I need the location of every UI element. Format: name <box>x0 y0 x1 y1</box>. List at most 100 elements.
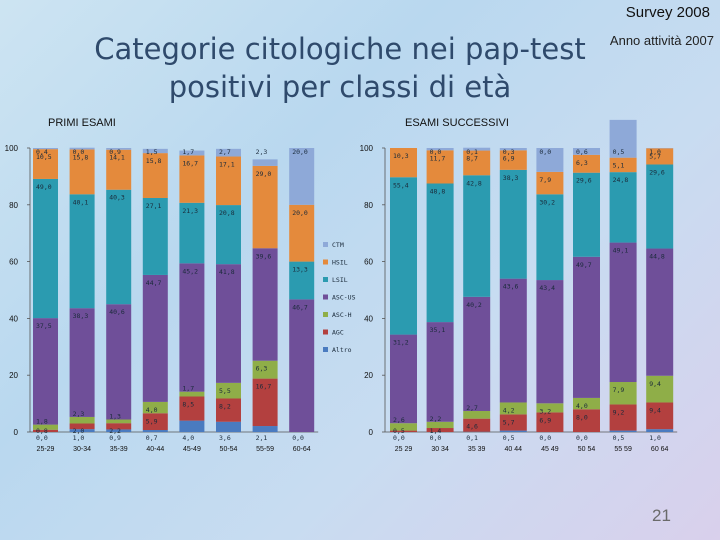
x-tick-label: 35-39 <box>110 446 128 453</box>
data-label: 0,1 <box>466 434 478 442</box>
data-label: 49,1 <box>613 247 629 255</box>
legend-label-asc-us: ASC-US <box>332 294 356 302</box>
data-label: 16,7 <box>182 159 198 167</box>
data-label: 5,7 <box>649 152 661 160</box>
data-label: 30,2 <box>539 198 555 206</box>
data-label: 11,7 <box>430 154 446 162</box>
data-label: 29,6 <box>576 177 592 185</box>
bar-segment-lsil <box>179 202 205 264</box>
data-label: 2,3 <box>256 148 268 156</box>
data-label: 46,7 <box>292 303 308 311</box>
bar-segment-ctm <box>69 147 95 150</box>
data-label: 37,5 <box>36 322 52 330</box>
bar-segment-hsil <box>69 149 95 195</box>
data-label: 35,1 <box>430 326 446 334</box>
bar-segment-lsil <box>646 164 674 249</box>
data-label: 44,8 <box>649 253 665 261</box>
bar-segment-hsil <box>216 156 241 206</box>
slide-number: 21 <box>652 506 671 525</box>
data-label: 2,2 <box>430 415 442 423</box>
bar-segment-asc-us <box>499 278 527 403</box>
bar-segment-lsil <box>536 194 564 281</box>
data-label: 8,5 <box>182 401 194 409</box>
bar-segment-asc-us <box>609 242 637 383</box>
bar-segment-asc-us <box>69 308 95 417</box>
bar-segment-lsil <box>106 189 132 305</box>
chart-primi-esami: 0204060801000,00,81,837,549,010,50,425-2… <box>5 144 356 453</box>
legend-label-altro: Altro <box>332 346 352 354</box>
data-label: 15,8 <box>73 153 89 161</box>
survey-label: Survey 2008 <box>625 4 710 21</box>
y-tick-label: 20 <box>364 371 373 380</box>
bar-segment-altro <box>216 421 241 432</box>
bar-segment-hsil <box>390 148 417 178</box>
data-label: 1,7 <box>182 385 194 393</box>
bar-segment-lsil <box>499 169 527 279</box>
x-tick-label: 30 34 <box>431 446 449 453</box>
bar-segment-asc-h <box>390 423 417 431</box>
bar-segment-lsil <box>609 172 637 243</box>
bar-segment-ctm <box>142 148 168 154</box>
y-tick-label: 20 <box>9 371 18 380</box>
bar-segment-hsil <box>252 165 278 249</box>
x-tick-label: 45 49 <box>541 446 559 453</box>
data-label: 5,1 <box>613 162 625 170</box>
bar-segment-asc-h <box>106 419 132 424</box>
data-label: 7,9 <box>539 176 551 184</box>
data-label: 6,9 <box>539 416 551 424</box>
bar-segment-asc-us <box>216 264 241 383</box>
x-tick-label: 55-59 <box>256 446 274 453</box>
y-tick-label: 40 <box>364 314 373 323</box>
data-label: 0,0 <box>292 434 304 442</box>
data-label: 0,0 <box>36 434 48 442</box>
bar-segment-asc-h <box>252 360 278 379</box>
bar-segment-lsil <box>69 194 95 309</box>
x-tick-label: 60 64 <box>651 446 669 453</box>
bar-segment-asc-us <box>179 263 205 392</box>
title-line-1: Categorie citologiche nei pap-test <box>94 32 586 66</box>
data-label: 4,6 <box>466 423 478 431</box>
data-label: 8,7 <box>466 155 478 163</box>
data-label: 55,4 <box>393 181 409 189</box>
bar-segment-asc-us <box>33 318 58 425</box>
chart-title-esami-successivi: ESAMI SUCCESSIVI <box>405 117 509 129</box>
bar-segment-ctm <box>426 148 454 151</box>
y-tick-label: 60 <box>9 258 18 267</box>
data-label: 38,3 <box>73 312 89 320</box>
bar-segment-agc <box>106 423 132 430</box>
legend-swatch-altro <box>323 347 328 352</box>
bar-segment-agc <box>426 428 454 432</box>
bar-segment-agc <box>573 409 600 432</box>
data-label: 49,0 <box>36 183 52 191</box>
legend-swatch-agc <box>323 329 328 335</box>
bar-segment-hsil <box>426 150 454 184</box>
data-label: 29,6 <box>649 168 665 176</box>
bar-segment-hsil <box>289 204 315 262</box>
bar-segment-altro <box>179 420 205 432</box>
legend-label-asc-h: ASC-H <box>332 311 352 319</box>
x-tick-label: 50-54 <box>220 446 238 453</box>
bar-segment-ctm <box>289 148 315 205</box>
bar-segment-altro <box>646 429 674 432</box>
data-label: 5,5 <box>219 387 231 395</box>
bar-segment-asc-h <box>646 375 674 403</box>
bar-segment-lsil <box>426 183 454 323</box>
x-tick-label: 55 59 <box>614 446 632 453</box>
data-label: 2,6 <box>393 416 405 424</box>
x-tick-label: 40-44 <box>146 446 164 453</box>
data-label: 38,3 <box>503 174 519 182</box>
bar-segment-lsil <box>142 197 168 275</box>
bar-segment-ctm <box>573 148 600 155</box>
data-label: 40,6 <box>109 308 125 316</box>
bar-segment-lsil <box>390 177 417 335</box>
chart-title-primi-esami: PRIMI ESAMI <box>48 117 116 129</box>
legend-swatch-hsil <box>323 259 328 265</box>
y-tick-label: 100 <box>360 144 374 153</box>
data-label: 8,0 <box>576 413 588 421</box>
bar-segment-ctm <box>106 148 132 150</box>
bar-segment-asc-h <box>179 391 205 397</box>
legend-swatch-asc-us <box>323 294 328 300</box>
y-tick-label: 80 <box>364 201 373 210</box>
bar-segment-agc <box>252 378 278 427</box>
y-tick-label: 0 <box>369 428 374 437</box>
